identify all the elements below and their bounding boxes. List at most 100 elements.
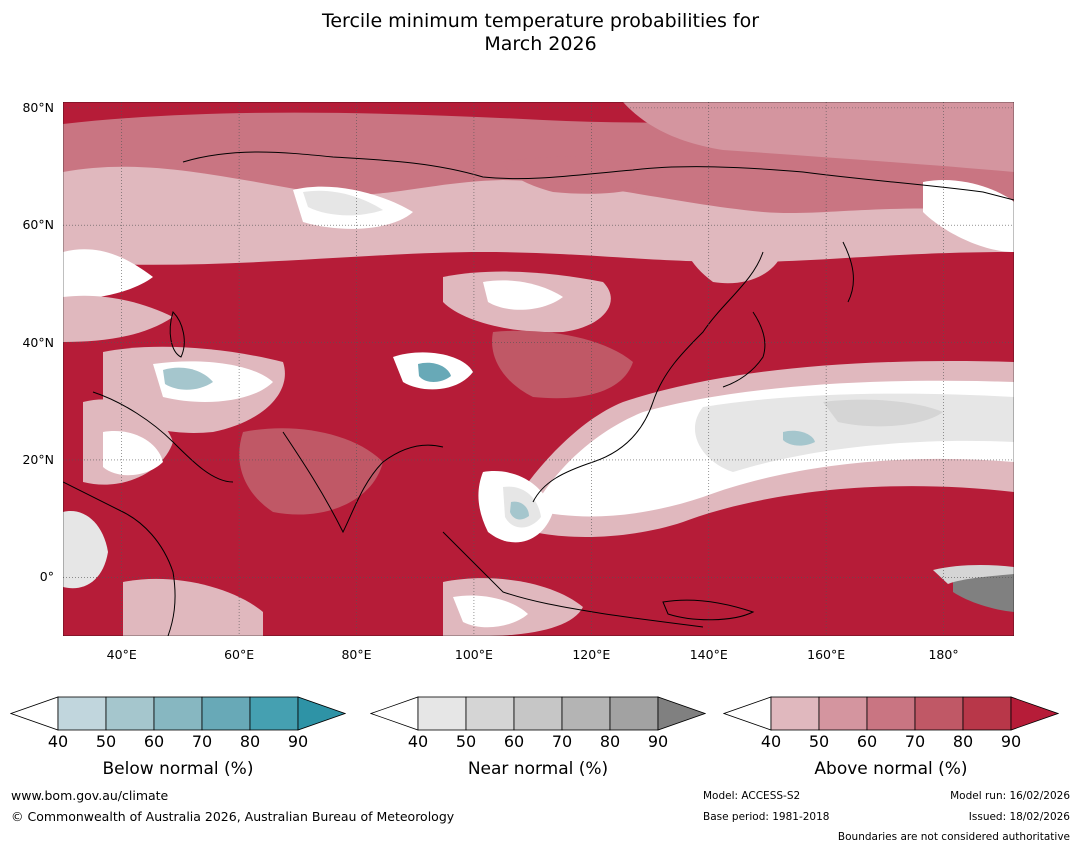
colorbar-tick-label: 60	[143, 732, 165, 751]
ticks-near-normal: 40 50 60 70 80 90	[370, 732, 706, 752]
colorbar-tick-label: 60	[503, 732, 525, 751]
africa-grey	[63, 511, 108, 589]
colorbar-tick-label: 50	[808, 732, 830, 751]
ticks-below-normal: 40 50 60 70 80 90	[10, 732, 346, 752]
colorbar-segment	[609, 696, 659, 731]
map-title: Tercile minimum temperature probabilitie…	[0, 10, 1081, 56]
copyright-text: © Commonwealth of Australia 2026, Austra…	[11, 809, 455, 824]
kamchatka	[842, 241, 854, 303]
colorbar-segment	[866, 696, 916, 731]
colorbar-tick-label: 90	[647, 732, 669, 751]
lon-label: 60°E	[224, 647, 255, 662]
colorbar-tick-label: 80	[239, 732, 261, 751]
colorbar-tick-label: 70	[191, 732, 213, 751]
lat-label: 60°N	[22, 217, 54, 233]
colorbar-below-normal	[10, 696, 346, 731]
title-line-1: Tercile minimum temperature probabilitie…	[321, 10, 760, 32]
coastlines	[63, 151, 1014, 636]
colorbar-near-normal	[370, 696, 706, 731]
colorbar-title-above: Above normal (%)	[814, 759, 968, 779]
colorbar-tick-label: 50	[455, 732, 477, 751]
base-period-text: Base period: 1981-2018	[703, 811, 830, 823]
europe-white	[63, 249, 153, 299]
disclaimer-text: Boundaries are not considered authoritat…	[837, 831, 1070, 843]
indochina-blue	[510, 501, 529, 520]
east-pacific-light	[933, 565, 1014, 584]
colorbar-tick-label: 70	[904, 732, 926, 751]
colorbar-segment	[561, 696, 611, 731]
lat-label: 40°N	[22, 334, 54, 350]
colorbar-tick-label: 40	[760, 732, 782, 751]
colorbar-tick-label: 70	[551, 732, 573, 751]
colorbar-high-arrow	[657, 696, 706, 731]
pacific-coast	[532, 251, 764, 503]
new-guinea	[662, 599, 755, 621]
colorbar-tick-label: 80	[599, 732, 621, 751]
china-mid	[492, 330, 633, 399]
arctic-light	[623, 102, 1014, 172]
iran-blue	[163, 367, 213, 390]
colorbar-high-arrow	[1010, 696, 1059, 731]
siberia-mid-2	[503, 156, 663, 194]
title-line-2: March 2026	[484, 33, 597, 55]
colorbar-low-arrow	[370, 696, 419, 731]
colorbar-segment	[417, 696, 467, 731]
colorbar-tick-label: 90	[1000, 732, 1022, 751]
colorbar-segment	[57, 696, 107, 731]
colorbar-segment	[201, 696, 251, 731]
colorbar-title-below: Below normal (%)	[102, 759, 254, 779]
colorbar-tick-label: 40	[407, 732, 429, 751]
colorbar-segment	[105, 696, 155, 731]
europe-light	[63, 295, 173, 342]
lon-label: 120°E	[572, 647, 611, 662]
indian-ocean-light	[123, 578, 263, 636]
lat-label: 20°N	[22, 451, 54, 467]
colorbar-high-arrow	[297, 696, 346, 731]
colorbar-tick-label: 60	[856, 732, 878, 751]
east-pacific-grey	[953, 572, 1014, 612]
colorbar-segment	[465, 696, 515, 731]
siberia-grey-1	[303, 190, 383, 216]
website-link[interactable]: www.bom.gov.au/climate	[11, 788, 169, 803]
caspian	[169, 311, 185, 358]
lon-label: 180°	[928, 647, 959, 662]
colorbar-segment	[513, 696, 563, 731]
siberia-white-2	[923, 180, 1014, 252]
colorbar-above-normal	[723, 696, 1059, 731]
ticks-above-normal: 40 50 60 70 80 90	[723, 732, 1059, 752]
colorbar-segment	[914, 696, 964, 731]
colorbar-segment	[249, 696, 299, 731]
lat-label: 0°	[39, 569, 54, 585]
lon-label: 140°E	[689, 647, 728, 662]
tibet-blue	[418, 362, 451, 382]
india-coast	[282, 431, 444, 534]
colorbar-segment	[770, 696, 820, 731]
issued-text: Issued: 18/02/2026	[968, 811, 1070, 823]
colorbar-low-arrow	[10, 696, 59, 731]
model-run-text: Model run: 16/02/2026	[950, 790, 1070, 802]
arabia-white	[103, 431, 163, 476]
lon-label: 80°E	[341, 647, 372, 662]
sea-coast	[442, 531, 704, 628]
colorbar-tick-label: 80	[952, 732, 974, 751]
lon-label: 40°E	[106, 647, 137, 662]
colorbar-segment	[962, 696, 1012, 731]
africa-coast	[63, 481, 176, 636]
lat-label: 80°N	[22, 99, 54, 115]
colorbar-title-near: Near normal (%)	[467, 759, 609, 779]
probability-map	[63, 102, 1014, 636]
manchuria-light	[683, 228, 783, 284]
maritime-white	[453, 595, 528, 628]
pacific-grey-patch	[823, 399, 943, 427]
model-text: Model: ACCESS-S2	[703, 790, 801, 802]
colorbar-tick-label: 90	[287, 732, 309, 751]
pacific-blue-patch	[783, 430, 815, 446]
colorbar-segment	[818, 696, 868, 731]
mongolia-white	[483, 280, 563, 310]
lon-label: 100°E	[454, 647, 493, 662]
colorbar-low-arrow	[723, 696, 772, 731]
graticule	[63, 102, 1014, 636]
india-mid	[239, 428, 383, 515]
arabia-coast	[92, 391, 234, 483]
arctic-coast	[182, 151, 1014, 201]
